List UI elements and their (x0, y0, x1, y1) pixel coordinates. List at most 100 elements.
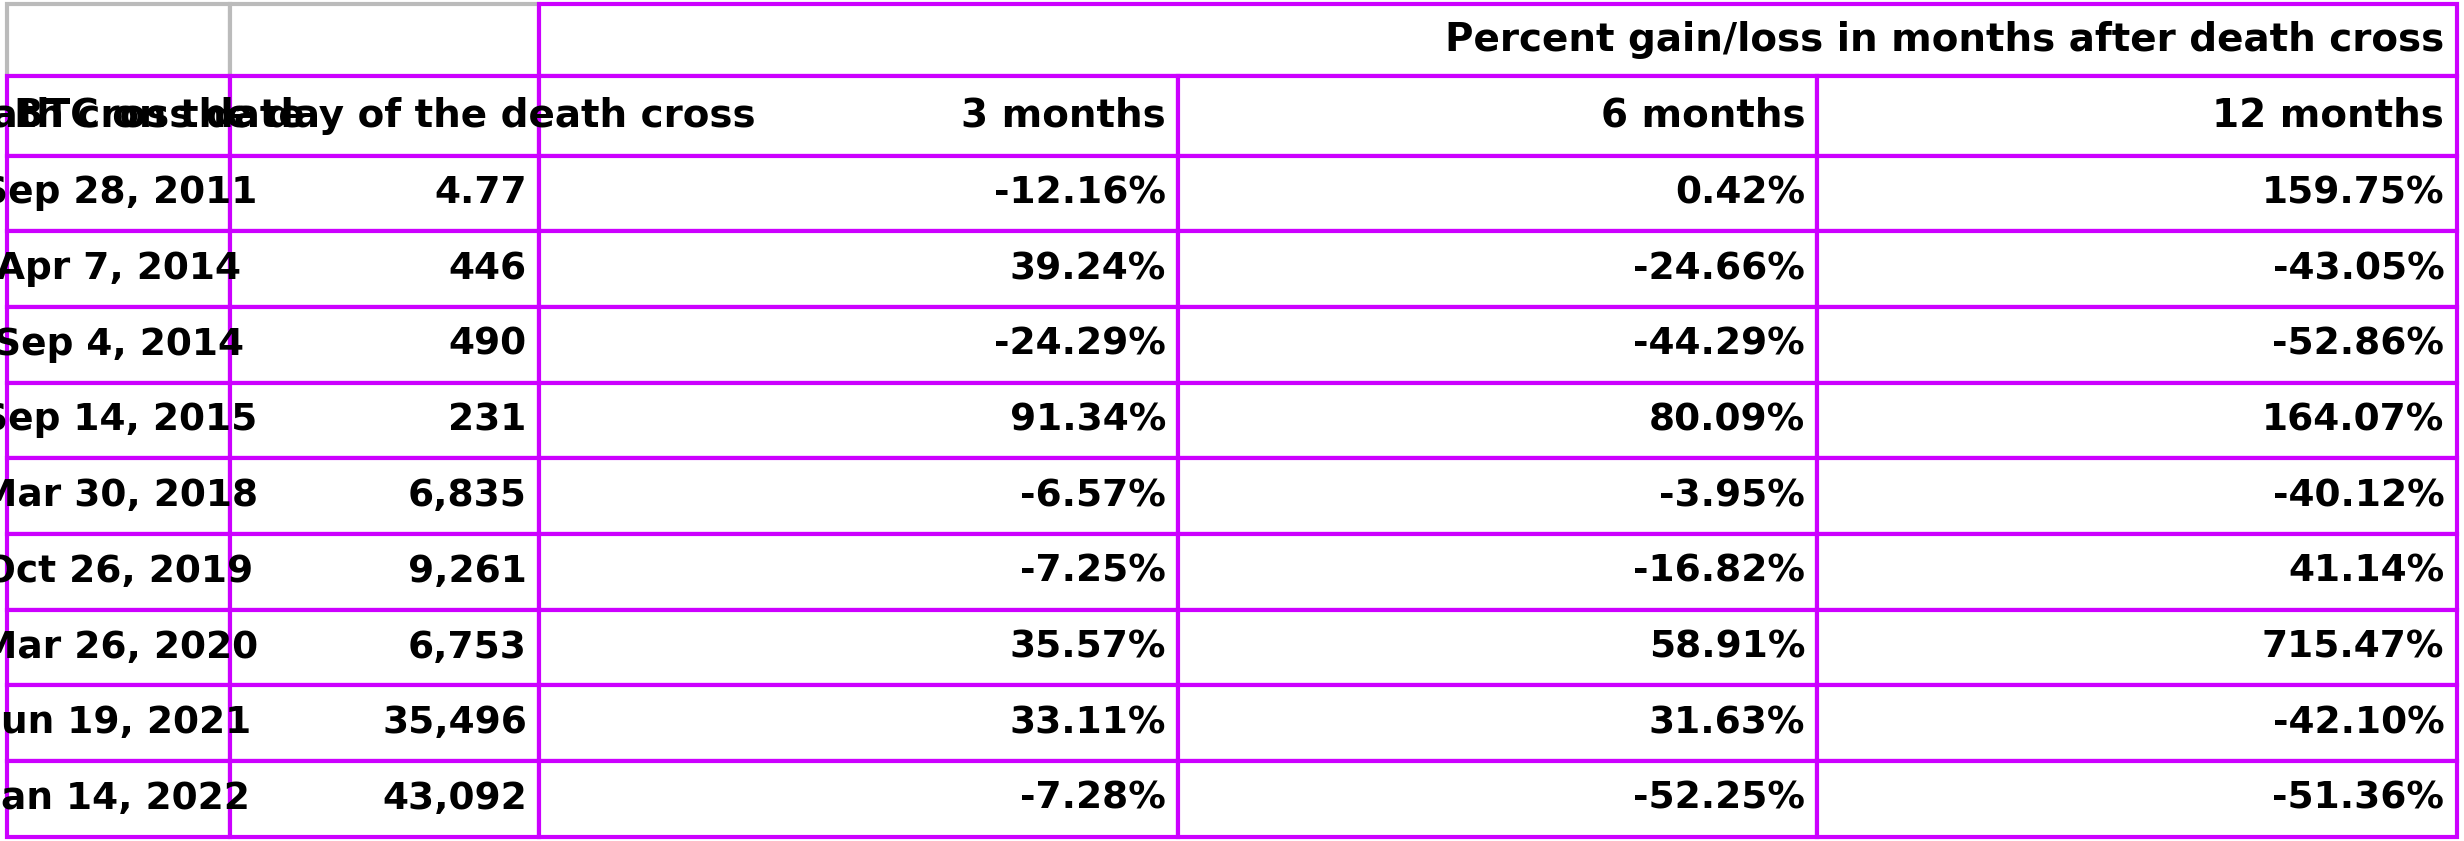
Text: 39.24%: 39.24% (1010, 251, 1165, 287)
Bar (229, 761, 540, 837)
Bar (229, 458, 540, 534)
Bar (1818, 610, 2457, 685)
Text: -16.82%: -16.82% (1634, 554, 1806, 590)
Text: 3 months: 3 months (961, 97, 1165, 135)
Bar (1178, 383, 1818, 458)
Bar (540, 610, 1178, 685)
Bar (229, 534, 540, 610)
Bar (540, 307, 1178, 383)
Bar (540, 383, 1178, 458)
Bar (1818, 458, 2457, 534)
Bar (7, 383, 229, 458)
Text: -44.29%: -44.29% (1634, 327, 1806, 362)
Text: 231: 231 (448, 403, 527, 438)
Text: 80.09%: 80.09% (1648, 403, 1806, 438)
Bar (229, 4, 540, 77)
Bar (1818, 156, 2457, 231)
Bar (1178, 77, 1818, 156)
Bar (540, 156, 1178, 231)
Text: -7.28%: -7.28% (1020, 781, 1165, 817)
Text: Mar 26, 2020: Mar 26, 2020 (0, 630, 259, 665)
Text: 4.77: 4.77 (434, 176, 527, 211)
Text: Percent gain/loss in months after death cross: Percent gain/loss in months after death … (1444, 21, 2444, 59)
Text: Mar 30, 2018: Mar 30, 2018 (0, 479, 259, 514)
Text: -51.36%: -51.36% (2272, 781, 2444, 817)
Bar (7, 534, 229, 610)
Text: -40.12%: -40.12% (2272, 479, 2444, 514)
Text: -43.05%: -43.05% (2272, 251, 2444, 287)
Text: Death cross date: Death cross date (0, 97, 306, 135)
Bar (1818, 685, 2457, 761)
Text: 43,092: 43,092 (382, 781, 527, 817)
Text: 159.75%: 159.75% (2262, 176, 2444, 211)
Bar (229, 231, 540, 307)
Bar (7, 231, 229, 307)
Text: -12.16%: -12.16% (993, 176, 1165, 211)
Text: 35.57%: 35.57% (1010, 630, 1165, 665)
Bar (1178, 231, 1818, 307)
Bar (229, 156, 540, 231)
Text: 6,835: 6,835 (409, 479, 527, 514)
Bar (7, 156, 229, 231)
Text: Sep 4, 2014: Sep 4, 2014 (0, 327, 244, 362)
Bar (1178, 307, 1818, 383)
Bar (1818, 761, 2457, 837)
Text: 31.63%: 31.63% (1648, 706, 1806, 741)
Text: -3.95%: -3.95% (1658, 479, 1806, 514)
Bar (1818, 534, 2457, 610)
Bar (7, 307, 229, 383)
Bar (229, 77, 540, 156)
Bar (540, 761, 1178, 837)
Text: 12 months: 12 months (2213, 97, 2444, 135)
Text: 446: 446 (448, 251, 527, 287)
Text: Apr 7, 2014: Apr 7, 2014 (0, 251, 241, 287)
Bar (540, 534, 1178, 610)
Text: 35,496: 35,496 (382, 706, 527, 741)
Bar (7, 4, 229, 77)
Text: 164.07%: 164.07% (2262, 403, 2444, 438)
Text: Sep 14, 2015: Sep 14, 2015 (0, 403, 256, 438)
Text: -52.86%: -52.86% (2272, 327, 2444, 362)
Bar (1818, 307, 2457, 383)
Text: 58.91%: 58.91% (1648, 630, 1806, 665)
Bar (7, 77, 229, 156)
Bar (1818, 231, 2457, 307)
Text: 715.47%: 715.47% (2262, 630, 2444, 665)
Bar (540, 685, 1178, 761)
Text: Jun 19, 2021: Jun 19, 2021 (0, 706, 251, 741)
Text: -24.29%: -24.29% (993, 327, 1165, 362)
Text: 6 months: 6 months (1602, 97, 1806, 135)
Bar (1178, 685, 1818, 761)
Bar (1178, 610, 1818, 685)
Text: 6,753: 6,753 (409, 630, 527, 665)
Text: -7.25%: -7.25% (1020, 554, 1165, 590)
Bar (229, 610, 540, 685)
Text: BTC on the day of the death cross: BTC on the day of the death cross (15, 97, 756, 135)
Bar (7, 761, 229, 837)
Text: 9,261: 9,261 (409, 554, 527, 590)
Bar (540, 77, 1178, 156)
Bar (1178, 458, 1818, 534)
Text: -52.25%: -52.25% (1634, 781, 1806, 817)
Text: 33.11%: 33.11% (1010, 706, 1165, 741)
Bar (7, 685, 229, 761)
Bar (1818, 383, 2457, 458)
Bar (1818, 77, 2457, 156)
Bar (229, 307, 540, 383)
Bar (1178, 156, 1818, 231)
Bar (1178, 534, 1818, 610)
Bar (540, 458, 1178, 534)
Bar (1178, 761, 1818, 837)
Bar (540, 231, 1178, 307)
Text: Oct 26, 2019: Oct 26, 2019 (0, 554, 254, 590)
Bar (7, 610, 229, 685)
Text: Sep 28, 2011: Sep 28, 2011 (0, 176, 256, 211)
Text: 41.14%: 41.14% (2289, 554, 2444, 590)
Text: 0.42%: 0.42% (1676, 176, 1806, 211)
Text: -42.10%: -42.10% (2272, 706, 2444, 741)
Bar (7, 458, 229, 534)
Text: 490: 490 (448, 327, 527, 362)
Text: Jan 14, 2022: Jan 14, 2022 (0, 781, 251, 817)
Text: -6.57%: -6.57% (1020, 479, 1165, 514)
Bar (540, 4, 2457, 77)
